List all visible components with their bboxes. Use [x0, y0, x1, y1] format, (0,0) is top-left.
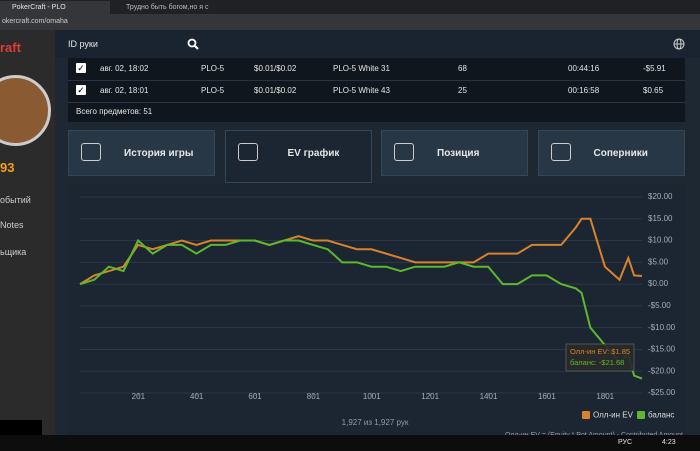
checkbox[interactable]: ✓ — [76, 63, 86, 73]
x-tick-label: 1801 — [596, 392, 614, 401]
table-cell: $0.01/$0.02 — [254, 64, 297, 73]
tab-label: Соперники — [593, 148, 648, 159]
table-cell: PLO-5 White 31 — [333, 64, 390, 73]
button[interactable] — [0, 420, 42, 435]
y-tick-label: -$15.00 — [648, 345, 676, 354]
y-tick-label: -$5.00 — [648, 301, 671, 310]
tab-icon — [81, 143, 101, 161]
taskbar: РУС 4:23 — [0, 435, 700, 451]
y-tick-label: $20.00 — [648, 192, 673, 201]
table-cell: PLO-5 White 43 — [333, 86, 390, 95]
address-bar[interactable]: okercraft.com/omaha — [0, 14, 700, 30]
table-row: ✓ авг. 02, 18:01 PLO-5 $0.01/$0.02 PLO-5 Whi… — [68, 80, 685, 103]
table-cell: PLO-5 — [201, 64, 225, 73]
table-cell: -$5.91 — [643, 64, 666, 73]
total: Всего предметов: 51 — [76, 107, 153, 116]
search-icon[interactable] — [187, 38, 199, 50]
tab-label: История игры — [124, 148, 194, 159]
tab[interactable]: PokerCraft - PLO — [0, 1, 110, 14]
tab-icon — [237, 143, 258, 161]
table-cell: авг. 02, 18:01 — [100, 86, 149, 95]
tab-bar: PokerCraft - PLO Трудно быть богом,но я … — [0, 0, 700, 14]
x-tick-label: 1201 — [421, 392, 439, 401]
table-cell: 00:16:58 — [568, 86, 600, 95]
clock[interactable]: 4:23 — [662, 439, 676, 446]
hands-count: 1,927 из 1,927 рук — [342, 418, 409, 427]
brand: raft — [0, 40, 21, 55]
y-tick-label: $15.00 — [648, 214, 673, 223]
x-tick-label: 1601 — [538, 392, 556, 401]
legend-swatch — [637, 411, 645, 419]
tab-label: EV график — [287, 148, 340, 159]
checkbox[interactable]: ✓ — [76, 85, 86, 95]
y-tick-label: -$10.00 — [648, 323, 676, 332]
table-cell: $0.01/$0.02 — [254, 86, 297, 95]
x-tick-label: 601 — [248, 392, 262, 401]
y-tick-label: $5.00 — [648, 257, 669, 266]
x-tick-label: 801 — [307, 392, 321, 401]
table-cell: 25 — [458, 86, 467, 95]
y-tick-label: -$20.00 — [648, 366, 676, 375]
score: 93 — [0, 160, 15, 175]
tooltip — [565, 343, 635, 372]
y-tick-label: $10.00 — [648, 236, 673, 245]
menu-item[interactable]: Notes — [0, 220, 24, 230]
x-tick-label: 1401 — [480, 392, 498, 401]
series-line — [79, 217, 643, 285]
x-tick-label: 201 — [132, 392, 146, 401]
menu-item[interactable]: ьщика — [0, 247, 27, 257]
table-row: ✓ авг. 02, 18:02 PLO-5 $0.01/$0.02 PLO-5 Whi… — [68, 58, 685, 81]
search-input[interactable]: ID руки — [68, 39, 98, 49]
x-tick-label: 1001 — [363, 392, 381, 401]
y-tick-label: -$25.00 — [648, 388, 676, 397]
tab-icon — [550, 143, 571, 161]
sidebar: raft 93 обытий Notes ьщика — [0, 30, 55, 435]
legend-label: баланс — [648, 411, 674, 420]
tab-icon — [394, 143, 414, 161]
search-bar: ID руки — [55, 30, 700, 58]
tab[interactable]: История игры — [68, 130, 215, 176]
tooltip-line: баланс: -$21.68 — [570, 358, 624, 367]
tab[interactable]: Трудно быть богом,но я с — [126, 4, 209, 11]
y-tick-label: $0.00 — [648, 279, 669, 288]
table-cell: 68 — [458, 64, 467, 73]
menu-item[interactable]: обытий — [0, 195, 31, 205]
table: Всего предметов: 51 ✓ авг. 02, 18:02 PLO-5… — [68, 58, 685, 122]
tab[interactable]: EV график — [224, 130, 372, 183]
table-cell: $0.65 — [643, 86, 664, 95]
table-cell: PLO-5 — [201, 86, 225, 95]
globe-icon[interactable] — [673, 38, 685, 50]
legend-label: Олл-ин EV — [593, 411, 634, 420]
series-line — [79, 238, 643, 380]
legend-swatch — [582, 411, 590, 419]
tab[interactable]: Соперники — [537, 130, 685, 176]
table-cell: авг. 02, 18:02 — [100, 64, 149, 73]
language[interactable]: РУС — [618, 439, 633, 446]
tab-label: Позиция — [437, 148, 480, 159]
tooltip-line: Олл-ин EV: $1.85 — [570, 347, 630, 356]
x-tick-label: 401 — [190, 392, 204, 401]
table-cell: 00:44:16 — [568, 64, 600, 73]
tab[interactable]: Позиция — [381, 130, 528, 176]
